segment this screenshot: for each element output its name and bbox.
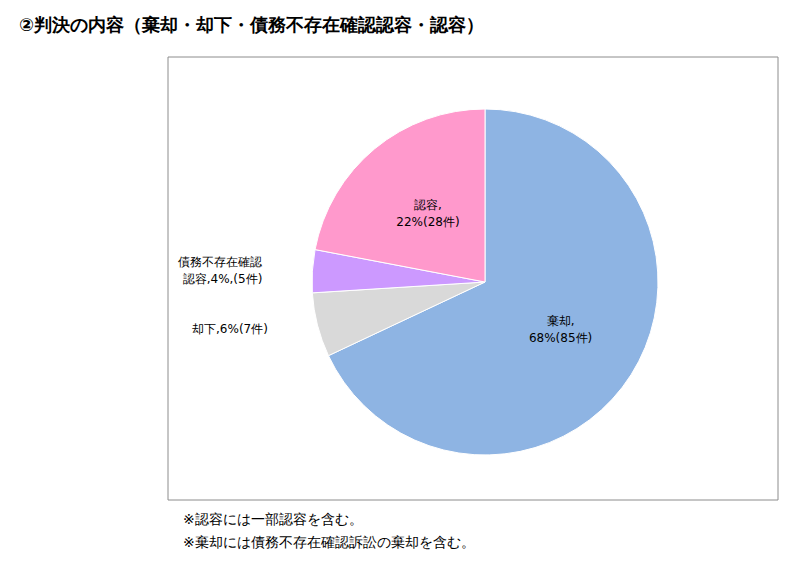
- svg-text:②判決の内容（棄却・却下・債務不存在確認認容・認容）: ②判決の内容（棄却・却下・債務不存在確認認容・認容）: [19, 14, 484, 35]
- svg-text:※認容には一部認容を含む。: ※認容には一部認容を含む。: [183, 511, 363, 527]
- svg-text:債務不存在確認: 債務不存在確認: [178, 255, 262, 269]
- svg-text:棄却,: 棄却,: [547, 314, 575, 328]
- svg-text:22%(28件): 22%(28件): [396, 215, 459, 229]
- svg-text:※棄却には債務不存在確認訴訟の棄却を含む。: ※棄却には債務不存在確認訴訟の棄却を含む。: [183, 534, 475, 550]
- svg-text:認容,4%,(5件): 認容,4%,(5件): [183, 272, 263, 286]
- svg-text:68%(85件): 68%(85件): [529, 331, 592, 345]
- svg-text:認容,: 認容,: [414, 198, 442, 212]
- svg-text:却下,6%(7件): 却下,6%(7件): [192, 322, 268, 336]
